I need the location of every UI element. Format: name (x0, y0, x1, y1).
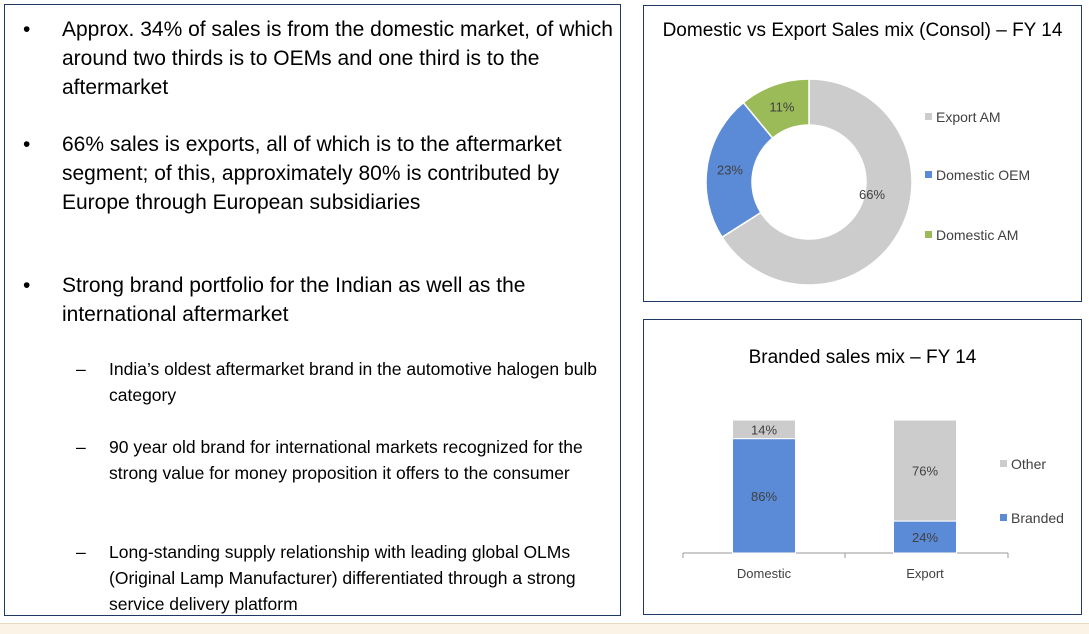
donut-chart-title: Domestic vs Export Sales mix (Consol) – … (662, 20, 1063, 41)
legend-swatch (925, 113, 932, 120)
sub-bullet-text: India’s oldest aftermarket brand in the … (109, 359, 598, 405)
bullet-mark: • (23, 18, 31, 41)
text-panel: • Approx. 34% of sales is from the domes… (4, 4, 621, 616)
stacked-bar-chart: 86% 14% Domestic 24% 76% Export (682, 419, 1009, 581)
x-tick-label: Domestic (737, 566, 792, 581)
legend-swatch (1000, 514, 1007, 521)
sub-bullet-text: 90 year old brand for international mark… (109, 437, 583, 483)
bullet-text: 66% sales is exports, all of which is to… (62, 133, 562, 214)
legend-label: Branded (1011, 510, 1064, 526)
legend-label: Export AM (936, 109, 1001, 125)
bar-data-label: 14% (751, 422, 777, 437)
sub-bullet-mark: – (76, 359, 86, 379)
bar-segment-branded-export (893, 520, 957, 554)
donut-data-label: 66% (859, 187, 885, 202)
bar-segment-other-export (893, 419, 957, 522)
sub-bullet-text: Long-standing supply relationship with l… (109, 542, 576, 614)
bar-data-label: 76% (912, 464, 938, 479)
bar-segment-branded-domestic (732, 438, 796, 554)
donut-data-label: 23% (717, 162, 743, 177)
legend-label: Domestic OEM (936, 167, 1031, 183)
bar-data-label: 24% (912, 530, 938, 545)
donut-slice-export-am (720, 78, 913, 286)
bullet-mark: • (23, 133, 31, 156)
legend-swatch (1000, 460, 1007, 467)
x-tick-label: Export (906, 566, 944, 581)
legend-label: Other (1011, 456, 1047, 472)
bar-chart-title: Branded sales mix – FY 14 (748, 347, 977, 368)
sub-bullet-mark: – (76, 542, 86, 562)
donut-data-label: 11% (769, 100, 794, 115)
sub-bullet-mark: – (76, 437, 86, 457)
bullet-text: Strong brand portfolio for the Indian as… (62, 274, 526, 326)
legend-swatch (925, 171, 932, 178)
donut-slice-domestic-am (742, 78, 810, 140)
donut-chart-panel: Domestic vs Export Sales mix (Consol) – … (643, 5, 1082, 302)
legend-label: Domestic AM (936, 227, 1019, 243)
donut-chart: 66% 23% 11% (705, 78, 913, 286)
legend-swatch (925, 231, 932, 238)
bar-data-label: 86% (751, 489, 777, 504)
bar-segment-other-domestic (732, 419, 796, 440)
bullet-text: Approx. 34% of sales is from the domesti… (62, 18, 613, 99)
bar-chart-panel: Branded sales mix – FY 14 86% 14% Domestic… (643, 319, 1082, 615)
footer-strip (0, 623, 1089, 634)
bullet-mark: • (23, 274, 31, 297)
